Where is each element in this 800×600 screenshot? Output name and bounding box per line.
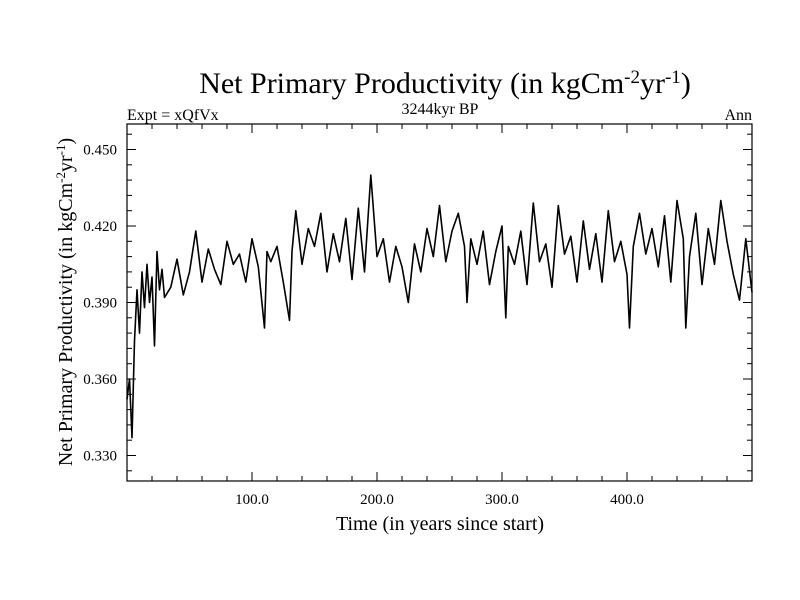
y-tick-label: 0.390 bbox=[83, 296, 117, 312]
period-label: 3244kyr BP bbox=[402, 101, 479, 118]
series-line-npp bbox=[126, 174, 753, 439]
x-axis-label: Time (in years since start) bbox=[336, 513, 544, 535]
y-tick-label: 0.330 bbox=[83, 449, 117, 465]
y-tick-label: 0.450 bbox=[83, 143, 117, 159]
x-tick-labels: 100.0 200.0 300.0 400.0 bbox=[235, 492, 644, 508]
x-tick-label: 100.0 bbox=[235, 492, 269, 508]
y-tick-label: 0.420 bbox=[83, 219, 117, 235]
x-tick-label: 200.0 bbox=[360, 492, 394, 508]
x-tick-label: 400.0 bbox=[610, 492, 644, 508]
experiment-label: Expt = xQfVx bbox=[127, 107, 219, 124]
y-tick-label: 0.360 bbox=[83, 372, 117, 388]
axis-ticks bbox=[127, 124, 752, 481]
chart-title: Net Primary Productivity (in kgCm-2yr-1) bbox=[199, 67, 691, 101]
y-tick-labels: 0.330 0.360 0.390 0.420 0.450 bbox=[83, 143, 117, 465]
x-tick-label: 300.0 bbox=[485, 492, 519, 508]
plot-frame bbox=[126, 123, 753, 482]
y-axis-label: Net Primary Productivity (in kgCm-2yr-1) bbox=[53, 138, 78, 466]
season-label: Ann bbox=[724, 107, 752, 124]
